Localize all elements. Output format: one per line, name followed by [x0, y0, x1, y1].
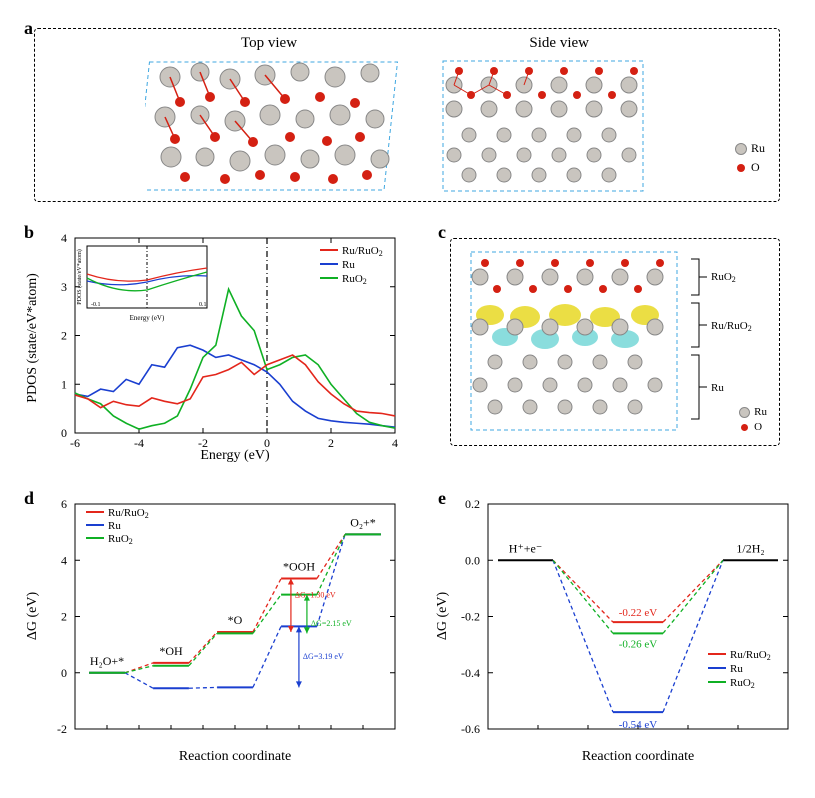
svg-text:Ru/RuO2: Ru/RuO2 — [108, 507, 149, 520]
legend-o: O — [754, 421, 762, 433]
svg-text:ΔG=1.30 eV: ΔG=1.30 eV — [295, 590, 336, 599]
panel-c-box: RuO2 Ru/RuO2 Ru Ru O — [450, 238, 780, 446]
top-view-structure — [145, 57, 405, 197]
svg-text:ΔG=3.19 eV: ΔG=3.19 eV — [303, 652, 344, 661]
top-view-label: Top view — [241, 35, 297, 52]
svg-text:RuO2: RuO2 — [730, 677, 755, 690]
svg-text:Ru: Ru — [108, 520, 121, 532]
svg-text:O₂+*: O₂+* — [350, 515, 376, 529]
svg-text:0.2: 0.2 — [465, 497, 480, 511]
panel-a-label: a — [24, 18, 33, 39]
panel-d-legend: Ru/RuO2 Ru RuO2 — [86, 507, 149, 546]
panel-c-legend: Ru O — [739, 406, 767, 433]
svg-text:2: 2 — [61, 610, 67, 624]
inset-xlabel: Energy (eV) — [130, 314, 165, 322]
panel-a-box: Top view Side view — [34, 28, 780, 202]
svg-text:-0.2: -0.2 — [461, 610, 480, 624]
svg-text:H₂O+*: H₂O+* — [90, 654, 124, 668]
legend-ru: Ru — [751, 141, 765, 156]
svg-text:RuO2: RuO2 — [108, 533, 133, 546]
svg-text:2: 2 — [61, 329, 67, 343]
side-view-label: Side view — [529, 35, 589, 52]
svg-text:-2: -2 — [57, 722, 67, 736]
svg-text:Ru: Ru — [730, 663, 743, 675]
o-swatch-icon — [741, 424, 748, 431]
svg-text:-0.22 eV: -0.22 eV — [619, 607, 658, 619]
svg-text:*OOH: *OOH — [283, 560, 315, 574]
svg-text:*O: *O — [228, 613, 243, 627]
panel-c-label: c — [438, 222, 446, 243]
svg-text:4: 4 — [61, 553, 67, 567]
ru-swatch-icon — [739, 407, 750, 418]
svg-text:RuO2: RuO2 — [342, 273, 367, 286]
legend-ru: Ru — [754, 406, 767, 418]
svg-text:Ru: Ru — [342, 259, 355, 271]
panel-b-xlabel: Energy (eV) — [200, 448, 270, 463]
svg-text:Ru: Ru — [711, 382, 724, 394]
svg-text:Ru/RuO2: Ru/RuO2 — [730, 649, 771, 662]
svg-text:2: 2 — [328, 436, 334, 450]
svg-text:Ru/RuO2: Ru/RuO2 — [342, 245, 383, 258]
svg-text:-0.4: -0.4 — [461, 666, 480, 680]
panel-e-legend: Ru/RuO2 Ru RuO2 — [708, 649, 771, 690]
svg-text:ΔG=2.15 eV: ΔG=2.15 eV — [311, 619, 352, 628]
o-swatch-icon — [737, 164, 745, 172]
svg-text:H⁺+e⁻: H⁺+e⁻ — [509, 541, 542, 555]
svg-text:4: 4 — [392, 436, 398, 450]
ru-swatch-icon — [735, 143, 747, 155]
svg-text:-0.6: -0.6 — [461, 722, 480, 736]
legend-o: O — [751, 160, 760, 175]
svg-text:-0.1: -0.1 — [91, 302, 101, 308]
svg-text:0.1: 0.1 — [199, 302, 207, 308]
panel-e-chart: -0.6 -0.4 -0.2 0.0 0.2 H⁺+e⁻ 1/2H₂ -0.22 eV -0… — [430, 486, 805, 766]
panel-d-xlabel: Reaction coordinate — [179, 749, 291, 764]
panel-d-chart: -2 0 2 4 6 H₂O+* *OH *O *OOH O₂+* ΔG=1.30 eV ΔG=3… — [20, 486, 415, 766]
inset-ylabel: PDOS (state/eV*atom) — [76, 249, 83, 305]
panel-e-ylabel: ΔG (eV) — [435, 592, 450, 641]
panel-e-xlabel: Reaction coordinate — [582, 749, 694, 764]
svg-text:4: 4 — [61, 231, 67, 245]
svg-text:Ru/RuO2: Ru/RuO2 — [711, 320, 752, 333]
svg-text:1: 1 — [61, 377, 67, 391]
panel-b-ylabel: PDOS (state/eV*atom) — [25, 273, 40, 403]
panel-a-legend: Ru O — [735, 141, 765, 175]
svg-text:0: 0 — [61, 426, 67, 440]
side-view-structure — [439, 57, 649, 197]
svg-text:-0.54 eV: -0.54 eV — [619, 719, 658, 731]
svg-text:3: 3 — [61, 280, 67, 294]
svg-text:-0.26 eV: -0.26 eV — [619, 638, 658, 650]
svg-text:1/2H₂: 1/2H₂ — [736, 541, 764, 555]
panel-d-ylabel: ΔG (eV) — [25, 592, 40, 641]
svg-text:6: 6 — [61, 497, 67, 511]
panel-b-legend: Ru/RuO2 Ru RuO2 — [320, 245, 383, 286]
panel-b-chart: -6-4-2024 01234 Energy (eV) PDOS (state/… — [20, 220, 415, 465]
svg-text:0.0: 0.0 — [465, 553, 480, 567]
panel-c-structure — [465, 247, 685, 437]
svg-text:-4: -4 — [134, 436, 144, 450]
svg-text:0: 0 — [61, 666, 67, 680]
svg-text:RuO2: RuO2 — [711, 271, 736, 284]
svg-text:*OH: *OH — [159, 644, 183, 658]
svg-text:-6: -6 — [70, 436, 80, 450]
